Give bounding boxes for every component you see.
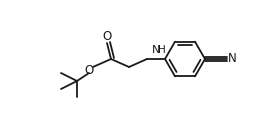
Text: N: N (152, 45, 160, 55)
Text: O: O (85, 65, 94, 77)
Text: N: N (228, 52, 236, 66)
Text: H: H (158, 45, 166, 55)
Text: O: O (102, 30, 112, 44)
